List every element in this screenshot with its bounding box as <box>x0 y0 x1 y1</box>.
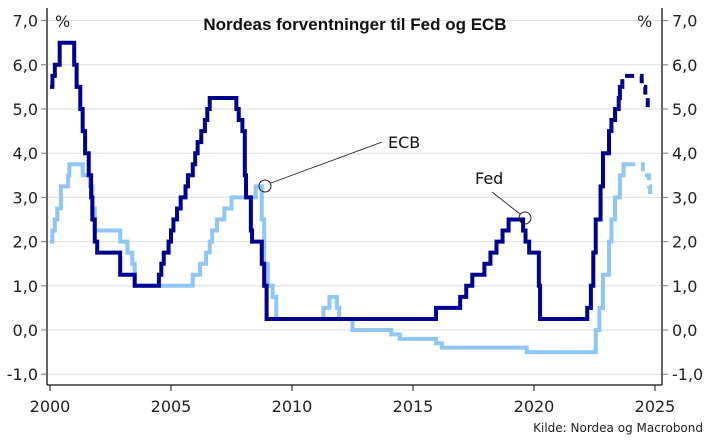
y-tick-label-right: 7,0 <box>672 12 697 31</box>
series-lines <box>50 40 653 355</box>
right-unit-label: % <box>637 12 652 31</box>
x-tick-label: 2010 <box>272 397 313 416</box>
y-tick-label-left: 5,0 <box>13 100 38 119</box>
fed-forecast-line <box>620 73 650 109</box>
x-tick-label: 2020 <box>514 397 555 416</box>
fed-label: Fed <box>475 169 503 188</box>
source-note: Kilde: Nordea og Macrobond <box>533 421 703 435</box>
x-tick-label: 2005 <box>151 397 192 416</box>
y-tick-label-left: 4,0 <box>13 144 38 163</box>
y-tick-label-right: 3,0 <box>672 188 697 207</box>
left-unit-label: % <box>55 12 70 31</box>
y-tick-label-left: 0,0 <box>13 321 38 340</box>
y-tick-label-left: 1,0 <box>13 277 38 296</box>
x-tick-label: 2025 <box>635 397 676 416</box>
y-tick-label-right: 4,0 <box>672 144 697 163</box>
y-axis-ticks: 7,0 7,0 6,0 6,0 5,0 5,0 4,0 4,0 3,0 3,0 2,0 2,0 1,0 1… <box>7 12 703 385</box>
x-axis-ticks: 2000 2005 2010 2015 2020 2025 <box>30 385 676 416</box>
y-tick-label-left: 6,0 <box>13 56 38 75</box>
y-tick-label-left: -1,0 <box>7 365 38 384</box>
y-tick-label-left: 7,0 <box>13 12 38 31</box>
x-tick-label: 2000 <box>30 397 71 416</box>
y-tick-label-right: 1,0 <box>672 277 697 296</box>
ecb-label: ECB <box>388 133 420 152</box>
y-tick-label-right: 0,0 <box>672 321 697 340</box>
annotations: ECB Fed <box>258 133 532 225</box>
y-tick-label-right: 5,0 <box>672 100 697 119</box>
y-tick-label-right: 6,0 <box>672 56 697 75</box>
y-tick-label-right: -1,0 <box>672 365 703 384</box>
ecb-forecast-line <box>625 162 653 198</box>
y-tick-label-left: 2,0 <box>13 233 38 252</box>
y-tick-label-right: 2,0 <box>672 233 697 252</box>
fed-line <box>50 40 622 321</box>
y-tick-label-left: 3,0 <box>13 188 38 207</box>
chart-title: Nordeas forventninger til Fed og ECB <box>203 15 506 34</box>
axes <box>46 8 663 386</box>
x-tick-label: 2015 <box>393 397 434 416</box>
